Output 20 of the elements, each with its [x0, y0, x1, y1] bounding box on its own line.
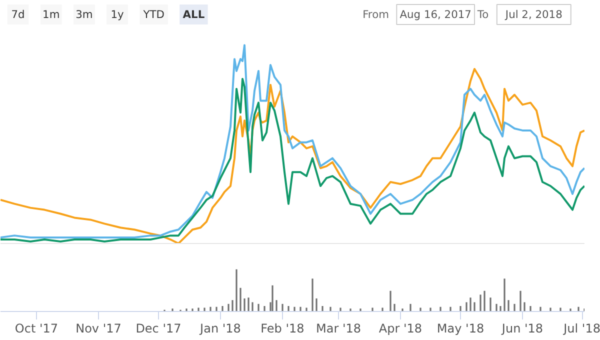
x-tick-label: Jul '18 — [562, 322, 600, 336]
text: Jul 2, 2018 — [504, 8, 563, 21]
x-tick-label: Dec '17 — [136, 322, 182, 336]
x-tick-label: Oct '17 — [14, 322, 58, 336]
text: 1y — [110, 8, 124, 21]
text: From — [362, 8, 389, 21]
text: ALL — [182, 8, 205, 21]
x-tick-label: Apr '18 — [378, 322, 422, 336]
text: To — [476, 8, 489, 21]
text: YTD — [142, 8, 164, 21]
text: 1m — [42, 8, 60, 21]
x-tick-label: Nov '17 — [76, 322, 122, 336]
x-tick-label: May '18 — [436, 322, 484, 336]
text: 7d — [11, 8, 25, 21]
x-tick-label: Jan '18 — [199, 322, 241, 336]
x-tick-label: Feb '18 — [260, 322, 304, 336]
text: 3m — [76, 8, 93, 21]
x-tick-label: Mar '18 — [316, 322, 362, 336]
x-tick-label: Jun '18 — [500, 322, 544, 336]
text: Aug 16, 2017 — [400, 8, 472, 21]
